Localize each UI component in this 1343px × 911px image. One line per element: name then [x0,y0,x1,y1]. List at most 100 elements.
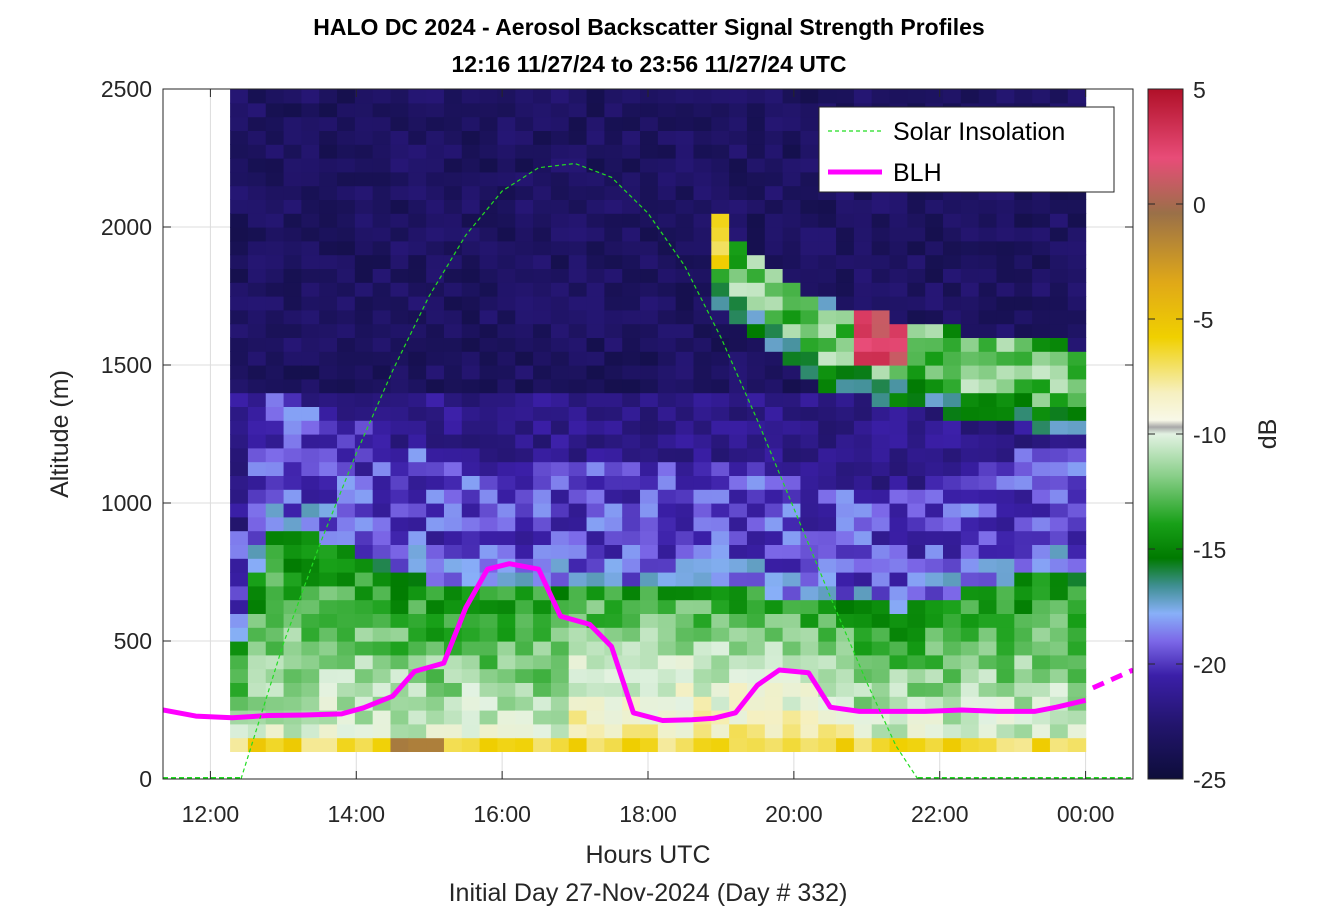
heatmap-cell [818,654,837,670]
heatmap-cell [319,130,338,145]
heatmap-cell [622,503,641,518]
heatmap-cell [604,406,623,421]
heatmap-cell [871,447,891,463]
heatmap-cell [1032,723,1051,739]
heatmap-cell [764,447,784,463]
heatmap-cell [1014,434,1033,449]
heatmap-cell [800,378,819,394]
heatmap-cell [693,737,712,752]
heatmap-cell [247,365,267,380]
heatmap-cell [818,641,837,656]
heatmap-cell [301,420,320,435]
heatmap-cell [978,682,998,697]
heatmap-cell [622,227,641,242]
heatmap-cell [711,227,730,242]
heatmap-cell [443,420,463,435]
heatmap-cell [729,378,748,394]
heatmap-cell [426,710,445,725]
heatmap-cell [568,309,588,325]
heatmap-cell [337,530,356,545]
heatmap-cell [461,296,481,311]
heatmap-cell [568,268,588,283]
heatmap-cell [461,434,481,449]
heatmap-cell [622,572,641,587]
heatmap-cell [408,585,427,601]
heatmap-cell [337,447,356,463]
heatmap-cell [265,282,285,297]
heatmap-cell [408,544,427,559]
heatmap-cell [390,378,409,394]
heatmap-cell [1032,406,1051,421]
heatmap-cell [960,365,980,380]
heatmap-cell [782,337,802,352]
heatmap-cell [408,613,427,628]
heatmap-cell [283,585,302,601]
heatmap-cell [960,282,980,297]
heatmap-cell [337,627,356,642]
heatmap-cell [354,572,374,587]
heatmap-cell [711,282,730,297]
heatmap-cell [836,392,855,407]
heatmap-cell [1032,654,1051,670]
heatmap-cell [907,682,926,697]
heatmap-cell [408,392,427,407]
heatmap-cell [836,558,855,573]
heatmap-cell [247,323,267,338]
heatmap-cell [711,213,730,228]
heatmap-cell [871,268,891,283]
heatmap-cell [764,516,784,532]
heatmap-cell [1049,585,1069,601]
heatmap-cell [675,116,695,131]
heatmap-cell [230,213,249,228]
heatmap-cell [301,227,320,242]
heatmap-cell [319,461,338,476]
heatmap-cell [871,392,891,407]
heatmap-cell [390,475,409,490]
heatmap-cell [408,558,427,573]
heatmap-cell [479,503,499,518]
heatmap-cell [283,171,302,187]
heatmap-cell [836,613,855,628]
heatmap-cell [889,420,908,435]
heatmap-cell [550,213,570,228]
heatmap-cell [818,475,837,490]
heatmap-cell [996,420,1015,435]
heatmap-cell [978,737,998,752]
heatmap-cell [818,392,837,407]
heatmap-cell [1032,254,1051,269]
heatmap-cell [515,392,534,407]
heatmap-cell [622,240,641,256]
heatmap-cell [836,585,855,601]
heatmap-cell [871,475,891,490]
heatmap-cell [230,254,249,269]
heatmap-cell [408,654,427,670]
heatmap-cell [657,434,677,449]
heatmap-cell [1067,530,1087,545]
heatmap-cell [1032,447,1051,463]
heatmap-cell [836,461,855,476]
heatmap-cell [319,185,338,200]
heatmap-cell [729,323,748,338]
heatmap-cell [337,503,356,518]
heatmap-cell [818,254,837,269]
heatmap-cell [1032,392,1051,407]
heatmap-cell [907,392,926,407]
heatmap-cell [443,185,463,200]
heatmap-cell [533,199,552,214]
heatmap-cell [943,447,962,463]
heatmap-cell [1032,737,1051,752]
heatmap-cell [764,254,784,269]
heatmap-cell [746,240,766,256]
heatmap-cell [889,516,908,532]
heatmap-cell [550,282,570,297]
heatmap-cell [426,585,445,601]
heatmap-cell [782,737,802,752]
heatmap-cell [800,365,819,380]
heatmap-cell [461,102,481,118]
heatmap-cell [640,696,659,711]
heatmap-cell [729,158,748,173]
heatmap-cell [871,723,891,739]
heatmap-cell [390,89,409,104]
heatmap-cell [265,420,285,435]
heatmap-cell [604,254,623,269]
